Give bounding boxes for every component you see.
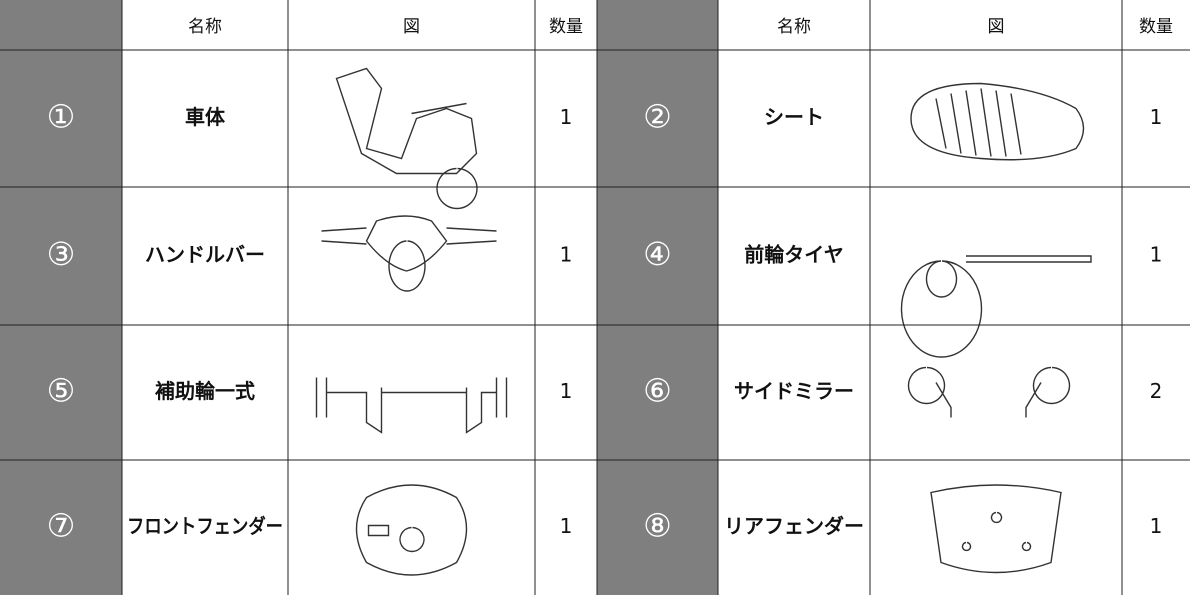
item-quantity: 1	[560, 243, 573, 267]
sketch	[321, 215, 497, 292]
item-number: ①	[47, 98, 76, 136]
item-name: フロントフェンダー	[127, 514, 283, 538]
sketch	[910, 82, 1085, 161]
item-number: ⑦	[47, 507, 76, 545]
sketch	[907, 366, 1071, 418]
item-name: ハンドルバー	[145, 243, 265, 267]
sketch	[355, 484, 468, 576]
item-illustration	[321, 215, 497, 292]
number-cell	[597, 0, 718, 595]
item-name: 前輪タイヤ	[744, 243, 843, 267]
header-cell: 数量	[549, 17, 583, 37]
sketch	[335, 67, 478, 210]
item-quantity: 1	[1150, 105, 1163, 129]
item-number: ③	[47, 235, 76, 273]
header-cell: 図	[988, 17, 1005, 37]
item-name: シート	[764, 105, 824, 129]
sketch	[930, 484, 1062, 574]
item-number: ②	[643, 98, 672, 136]
item-illustration	[930, 484, 1062, 574]
item-name: サイドミラー	[734, 379, 854, 403]
number-cell	[0, 0, 122, 595]
header-cell: 図	[403, 17, 420, 37]
header-cell: 名称	[188, 17, 222, 37]
item-illustration	[335, 67, 478, 210]
item-illustration	[907, 366, 1071, 418]
header-cell: 数量	[1139, 17, 1173, 37]
item-quantity: 1	[560, 105, 573, 129]
item-quantity: 2	[1150, 379, 1163, 403]
item-quantity: 1	[560, 379, 573, 403]
item-number: ⑤	[47, 372, 76, 410]
sketch	[900, 255, 1092, 358]
item-name: 車体	[185, 105, 226, 129]
item-illustration	[910, 82, 1085, 161]
header-cell: 名称	[777, 17, 811, 37]
item-illustration	[900, 255, 1092, 358]
item-quantity: 1	[1150, 243, 1163, 267]
item-illustration	[315, 377, 508, 434]
sketch	[315, 377, 508, 434]
item-illustration	[355, 484, 468, 576]
item-quantity: 1	[1150, 514, 1163, 538]
item-number: ⑥	[643, 372, 672, 410]
item-number: ⑧	[643, 507, 672, 545]
item-quantity: 1	[560, 514, 573, 538]
item-number: ④	[643, 235, 672, 273]
item-name: リアフェンダー	[724, 514, 864, 538]
item-name: 補助輪一式	[154, 379, 255, 403]
